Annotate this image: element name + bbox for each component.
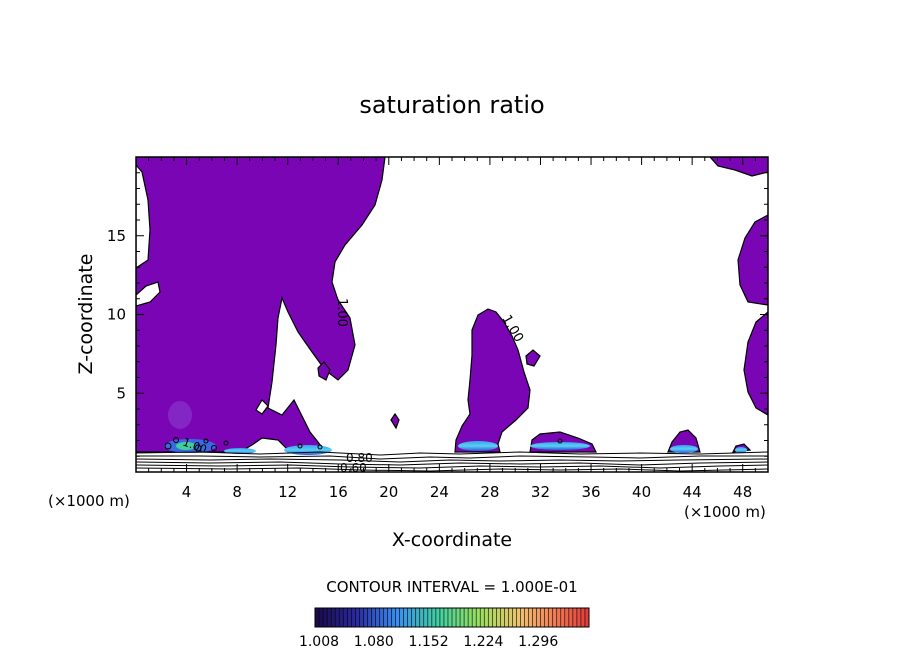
colorbar-tick-label: 1.152 <box>409 634 449 650</box>
x-unit-left: (×1000 m) <box>48 492 130 510</box>
y-tick-label: 5 <box>116 384 126 402</box>
colorbar-tick-label: 1.080 <box>354 634 394 650</box>
colorbar-stripes <box>318 608 586 627</box>
colorbar: 1.008 1.080 1.152 1.224 1.296 <box>299 607 590 650</box>
x-tick-label: 12 <box>278 483 297 501</box>
x-tick-label: 24 <box>430 483 449 501</box>
supersaturation-hole <box>136 281 161 307</box>
contour-interval: CONTOUR INTERVAL = 1.000E-01 <box>326 578 577 596</box>
x-axis: 4 8 12 16 20 24 28 32 36 40 44 48 <box>148 157 756 501</box>
plot-area: 1.00 1.00 1.00 0.80 0.60 <box>136 157 768 475</box>
supersaturation-region-right <box>737 214 768 306</box>
colorbar-tick-label: 1.224 <box>463 634 503 650</box>
high-saturation-blob <box>458 441 498 451</box>
supersaturation-patch <box>317 361 331 381</box>
high-saturation-blob <box>176 442 196 450</box>
high-saturation-blob <box>670 445 698 453</box>
contour-label: 0.80 <box>346 451 373 465</box>
x-tick-label: 32 <box>531 483 550 501</box>
supersaturation-hole <box>136 164 151 269</box>
high-saturation-blob <box>224 448 256 454</box>
supersaturation-region-topright <box>709 157 768 177</box>
x-axis-label: X-coordinate <box>392 529 512 551</box>
x-tick-label: 8 <box>232 483 242 501</box>
colorbar-tick-label: 1.296 <box>518 634 558 650</box>
chart-title: saturation ratio <box>359 91 544 119</box>
x-tick-label: 36 <box>581 483 600 501</box>
high-saturation-blob <box>284 445 332 455</box>
x-tick-label: 16 <box>329 483 348 501</box>
x-tick-label: 40 <box>632 483 651 501</box>
supersaturation-patch <box>525 349 541 367</box>
y-axis-label: Z-coordinate <box>75 254 97 375</box>
supersaturation-region-left <box>136 157 386 453</box>
supersaturation-patch <box>390 412 400 430</box>
contour-label: 1.00 <box>334 298 349 327</box>
supersaturation-hole <box>255 399 269 415</box>
high-saturation-blob <box>530 442 590 450</box>
x-tick-label: 44 <box>683 483 702 501</box>
x-tick-label: 28 <box>480 483 499 501</box>
x-tick-label: 48 <box>733 483 752 501</box>
high-saturation-blob <box>168 401 192 429</box>
y-axis: 5 10 15 <box>107 172 768 457</box>
high-saturation-blob <box>735 447 747 453</box>
y-tick-label: 10 <box>107 306 126 324</box>
x-tick-label: 4 <box>182 483 192 501</box>
colorbar-ticks: 1.008 1.080 1.152 1.224 1.296 <box>299 634 558 650</box>
x-unit-right: (×1000 m) <box>684 503 766 521</box>
supersaturation-region-middle <box>454 308 531 453</box>
contour-label: 0.60 <box>340 461 367 475</box>
colorbar-tick-label: 1.008 <box>299 634 339 650</box>
x-tick-label: 20 <box>379 483 398 501</box>
small-contours <box>164 437 563 452</box>
supersaturation-region-right <box>743 311 768 416</box>
y-tick-label: 15 <box>107 227 126 245</box>
